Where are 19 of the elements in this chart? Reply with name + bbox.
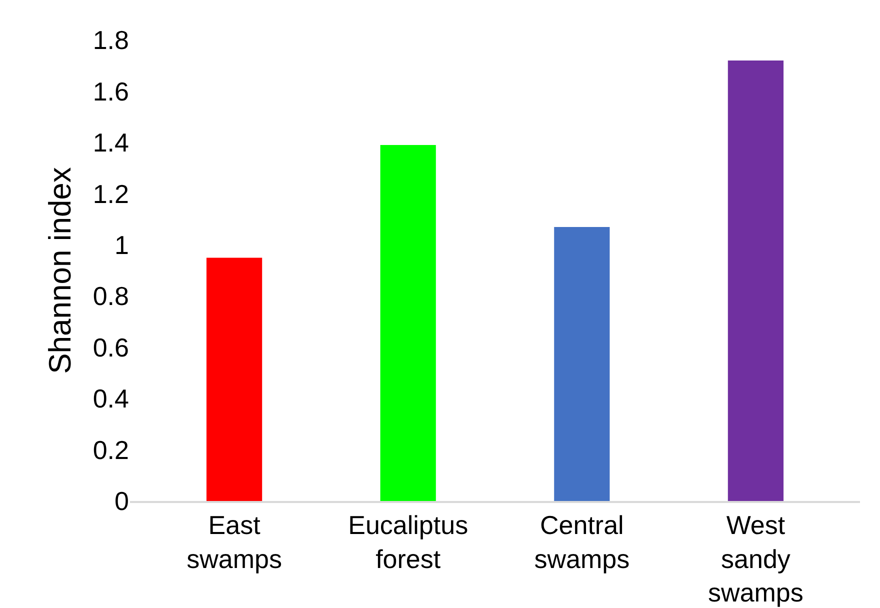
y-tick-label: 0.6 xyxy=(92,332,129,362)
x-tick-label: Eucaliptus forest xyxy=(348,510,468,574)
y-tick-label: 0.8 xyxy=(92,281,129,312)
bar xyxy=(380,145,436,501)
y-tick-label: 1.2 xyxy=(92,178,129,209)
bar xyxy=(206,258,262,501)
x-tick-label: Central swamps xyxy=(534,510,630,574)
y-tick-label: 1 xyxy=(114,230,129,260)
y-tick-label: 1.8 xyxy=(92,25,129,56)
y-tick-label: 0.4 xyxy=(92,384,129,414)
y-tick-label: 1.4 xyxy=(92,128,129,158)
y-tick-label: 0 xyxy=(114,486,129,516)
bar xyxy=(554,226,610,501)
y-axis-title: Shannon index xyxy=(42,166,78,374)
y-tick-label: 1.6 xyxy=(92,76,129,106)
bar xyxy=(728,60,784,501)
y-tick-label: 0.2 xyxy=(92,434,129,465)
x-tick-label: East swamps xyxy=(186,510,282,574)
x-tick-label: West sandy swamps xyxy=(708,510,804,608)
